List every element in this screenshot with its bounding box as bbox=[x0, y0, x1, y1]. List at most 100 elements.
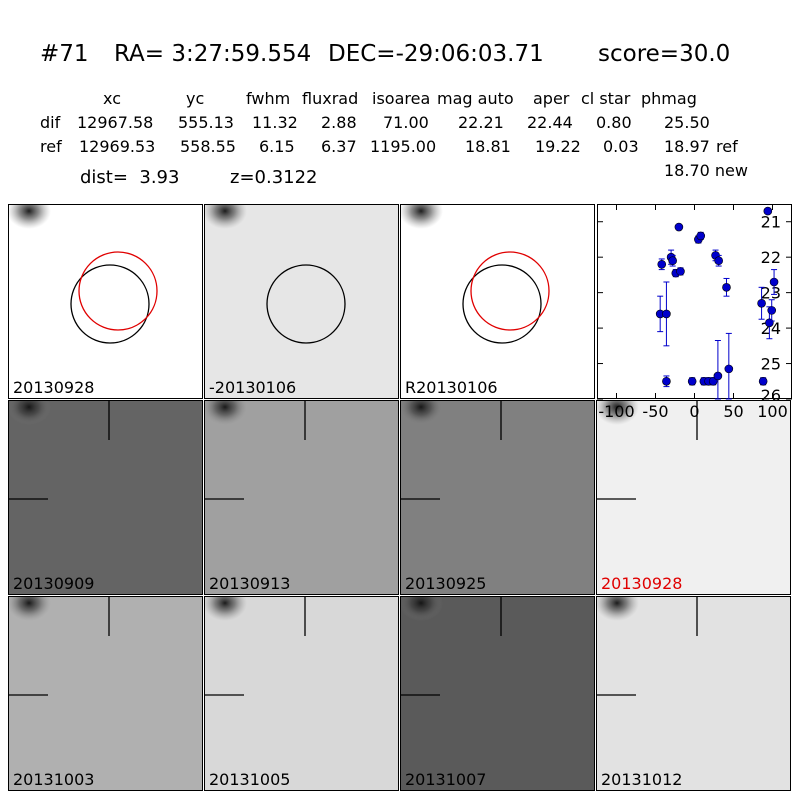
dec-coordinate: DEC=-29:06:03.71 bbox=[328, 41, 544, 67]
ref-aper: 19.22 bbox=[535, 137, 581, 156]
stamp-tile[interactable]: R20130106 bbox=[400, 204, 595, 399]
col-header-isoarea: isoarea bbox=[372, 89, 431, 108]
col-header-fwhm: fwhm bbox=[246, 89, 291, 108]
stamp-tile[interactable]: 20131012 bbox=[596, 596, 791, 791]
data-point bbox=[758, 376, 768, 386]
stamp-date-label: 20131007 bbox=[405, 770, 487, 789]
neighbour-star bbox=[9, 597, 51, 621]
ref-isoarea: 1195.00 bbox=[370, 137, 437, 156]
y-tick-label: 21 bbox=[761, 213, 781, 232]
stamp-date-label: R20130106 bbox=[405, 378, 498, 397]
stamp-tile[interactable]: 20130928 bbox=[8, 204, 203, 399]
data-point bbox=[713, 371, 723, 381]
redshift-value: z=0.3122 bbox=[230, 167, 318, 188]
candidate-id: #71 bbox=[40, 41, 89, 67]
col-header-phmag: phmag bbox=[641, 89, 697, 108]
stamp-tile[interactable]: 20131007 bbox=[400, 596, 595, 791]
neighbour-star bbox=[9, 401, 51, 425]
col-header-yc: yc bbox=[186, 89, 205, 108]
dif-isoarea: 71.00 bbox=[383, 113, 429, 132]
col-header-mag-auto: mag auto bbox=[437, 89, 514, 108]
new-mag: 18.70 new bbox=[664, 161, 748, 180]
ref-yc: 558.55 bbox=[180, 137, 236, 156]
y-tick-label: 22 bbox=[761, 248, 781, 267]
stamp-tile[interactable]: -20130106 bbox=[204, 204, 399, 399]
dif-yc: 555.13 bbox=[178, 113, 234, 132]
neighbour-star bbox=[401, 597, 443, 621]
col-header-cl-star: cl star bbox=[581, 89, 631, 108]
data-point bbox=[662, 376, 671, 386]
neighbour-star bbox=[597, 401, 639, 425]
col-header-fluxrad: fluxrad bbox=[302, 89, 359, 108]
y-tick-label: 26 bbox=[761, 386, 781, 405]
neighbour-star bbox=[597, 597, 639, 621]
stamp-image bbox=[401, 205, 550, 344]
ra-coordinate: RA= 3:27:59.554 bbox=[114, 41, 312, 67]
stamp-date-label: 20131012 bbox=[601, 770, 683, 789]
stamp-date-label: 20131003 bbox=[13, 770, 95, 789]
score: score=30.0 bbox=[598, 41, 731, 67]
x-tick-label: 0 bbox=[689, 402, 699, 421]
ref-fwhm: 6.15 bbox=[259, 137, 295, 156]
ref-phmag: 18.97 bbox=[664, 137, 710, 156]
stamp-date-label: 20130928 bbox=[13, 378, 95, 397]
stamp-tile[interactable]: 20130913 bbox=[204, 400, 399, 595]
stamp-tile[interactable]: 20130909 bbox=[8, 400, 203, 595]
stamp-image bbox=[597, 401, 698, 500]
dif-xc: 12967.58 bbox=[77, 113, 154, 132]
stamp-date-label: -20130106 bbox=[209, 378, 297, 397]
y-tick-label: 25 bbox=[761, 355, 781, 374]
ref-aperture-circle bbox=[462, 264, 542, 344]
stamp-date-label: 20130909 bbox=[13, 574, 95, 593]
dif-fluxrad: 2.88 bbox=[321, 113, 357, 132]
stamp-image bbox=[9, 597, 110, 696]
ref-xc: 12969.53 bbox=[79, 137, 156, 156]
data-point bbox=[757, 298, 766, 308]
data-point bbox=[662, 309, 671, 319]
stamp-date-label: 20131005 bbox=[209, 770, 291, 789]
dist-value: dist= 3.93 bbox=[80, 167, 180, 188]
stamp-date-label: 20130925 bbox=[405, 574, 487, 593]
dif-aperture-circle bbox=[470, 251, 550, 331]
x-tick-label: -100 bbox=[598, 402, 634, 421]
x-tick-label: -50 bbox=[642, 402, 668, 421]
dif-phmag: 25.50 bbox=[664, 113, 710, 132]
data-point bbox=[676, 267, 685, 276]
stamp-image bbox=[401, 401, 502, 500]
ref-cl-star: 0.03 bbox=[603, 137, 639, 156]
ref-tag: ref bbox=[716, 137, 738, 156]
light-curve-chart: -100 -50 0 50 100 21 22 23 24 25 26 bbox=[597, 204, 800, 424]
neighbour-star bbox=[401, 205, 443, 229]
dif-cl-star: 0.80 bbox=[596, 113, 632, 132]
x-tick-label: 100 bbox=[757, 402, 788, 421]
ref-aperture-circle bbox=[266, 264, 346, 344]
neighbour-star bbox=[9, 205, 51, 229]
data-point bbox=[668, 256, 677, 266]
y-tick-label: 23 bbox=[761, 284, 781, 303]
row-label-dif: dif bbox=[40, 113, 61, 132]
stamp-tile[interactable]: 20131003 bbox=[8, 596, 203, 791]
neighbour-star bbox=[205, 401, 247, 425]
stamp-image bbox=[205, 205, 346, 344]
neighbour-star bbox=[401, 401, 443, 425]
data-point bbox=[674, 222, 684, 232]
dif-fwhm: 11.32 bbox=[252, 113, 298, 132]
data-point bbox=[687, 376, 697, 386]
dif-aper: 22.44 bbox=[527, 113, 573, 132]
stamp-tile[interactable]: 20130925 bbox=[400, 400, 595, 595]
ref-aperture-circle bbox=[70, 264, 150, 344]
neighbour-star bbox=[205, 205, 247, 229]
data-point bbox=[722, 283, 731, 292]
stamp-image bbox=[401, 597, 502, 696]
stamp-image bbox=[205, 597, 306, 696]
stamp-date-label: 20130913 bbox=[209, 574, 291, 593]
data-point bbox=[763, 206, 773, 216]
ref-mag-auto: 18.81 bbox=[465, 137, 511, 156]
col-header-aper: aper bbox=[533, 89, 570, 108]
data-point bbox=[696, 231, 706, 241]
data-point bbox=[767, 306, 777, 315]
stamp-tile[interactable]: 20130928 bbox=[596, 400, 791, 595]
ref-fluxrad: 6.37 bbox=[321, 137, 357, 156]
stamp-tile[interactable]: 20131005 bbox=[204, 596, 399, 791]
stamp-image bbox=[9, 205, 158, 344]
